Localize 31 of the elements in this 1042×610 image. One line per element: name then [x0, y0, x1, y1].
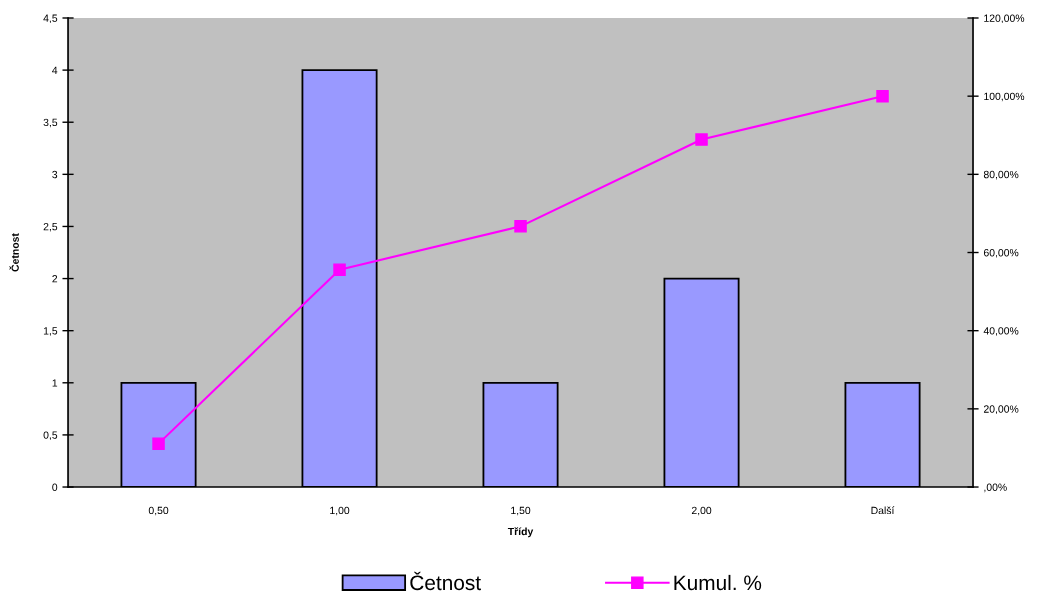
y2-tick-label: 120,00%: [984, 14, 1025, 24]
y-tick-label: 1: [52, 379, 58, 387]
y-tick-label: 2: [52, 275, 58, 283]
y2-tick-label: 100,00%: [984, 92, 1025, 102]
y-tick-label: 3: [52, 170, 58, 179]
point: [695, 133, 708, 146]
point: [333, 263, 346, 276]
y-tick-label: 1,5: [43, 327, 58, 336]
y-tick-label: 0: [52, 483, 58, 491]
y-tick-label: 3,5: [43, 118, 58, 128]
x-tick-label: 1,00: [330, 506, 350, 516]
x-tick-label: 2,00: [691, 506, 712, 516]
y-tick-label: 4: [52, 66, 58, 74]
y2-tick-label: 20,00%: [983, 405, 1019, 414]
x-tick-label: 0,50: [148, 506, 169, 516]
x-axis-title: Třídy: [507, 527, 534, 538]
y-tick-label: 2,5: [43, 222, 58, 232]
legend-label: Četnost: [410, 571, 481, 591]
legend-label: Kumul. %: [674, 574, 762, 591]
y2-tick-label: 60,00%: [983, 249, 1019, 258]
x-tick-label: 1,50: [511, 506, 531, 516]
y2-tick-label: ,00%: [984, 483, 1007, 493]
point: [514, 220, 527, 233]
y-tick-label: 4,5: [43, 14, 58, 24]
point: [876, 89, 889, 103]
x-tick-label: Další: [871, 506, 895, 515]
y2-tick-label: 40,00%: [983, 327, 1019, 336]
y2-tick-label: 80,00%: [983, 170, 1019, 180]
y-tick-label: 0,5: [43, 431, 58, 441]
point: [152, 437, 165, 450]
y-axis-title: Četnost: [9, 233, 19, 272]
